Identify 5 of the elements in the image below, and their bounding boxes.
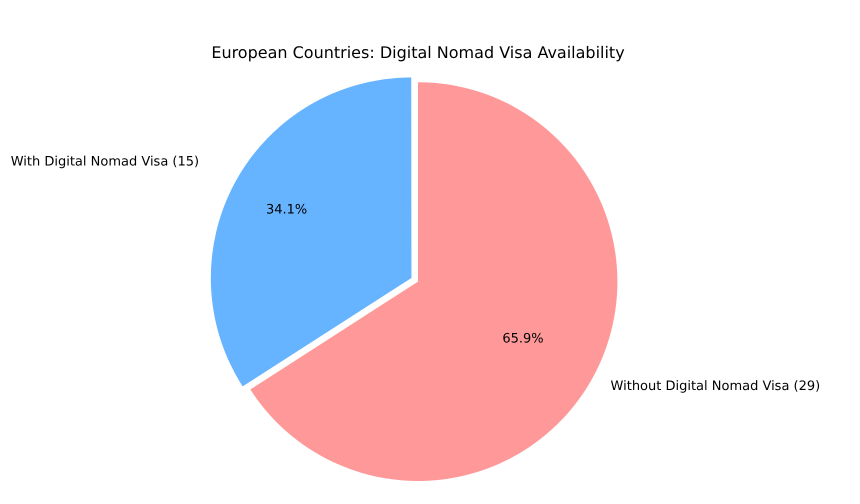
chart-title: European Countries: Digital Nomad Visa Availability [211,42,625,62]
data-label: 65.9% [502,331,544,346]
slice-label: With Digital Nomad Visa (15) [10,154,200,170]
data-label: 34.1% [266,202,308,218]
slice-label: Without Digital Nomad Visa (29) [610,379,820,394]
